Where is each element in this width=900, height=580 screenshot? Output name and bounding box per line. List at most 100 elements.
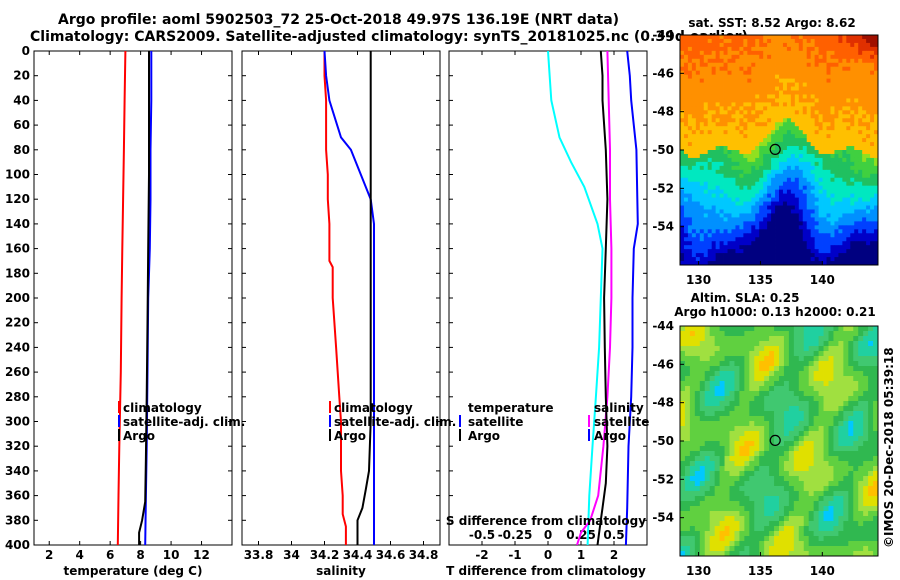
sla-cell: [774, 476, 780, 482]
sst-cell: [818, 38, 823, 44]
sst-cell: [680, 146, 685, 151]
sst-cell: [842, 46, 847, 52]
sst-cell: [699, 106, 705, 111]
sst-cell: [850, 98, 855, 103]
sla-cell: [813, 366, 819, 372]
sla-cell: [828, 546, 834, 552]
sst-cell: [727, 50, 732, 56]
sst-cell: [771, 205, 776, 210]
sst-cell: [798, 173, 804, 179]
sst-cell: [782, 237, 788, 242]
sst-cell: [767, 35, 772, 40]
sla-cell: [689, 431, 696, 437]
sst-cell: [874, 201, 878, 206]
sla-cell: [744, 326, 750, 332]
sla-cell: [788, 336, 795, 342]
sst-cell: [731, 118, 736, 123]
sla-cell: [699, 371, 706, 377]
sla-cell: [818, 451, 824, 457]
sst-cell: [794, 74, 800, 80]
sst-cell: [870, 193, 875, 198]
sla-cell: [729, 416, 735, 422]
sla-cell: [833, 351, 839, 357]
sla-cell: [833, 516, 839, 522]
sla-cell: [813, 541, 819, 547]
sst-cell: [854, 90, 859, 95]
sst-cell: [680, 102, 685, 107]
sla-cell: [848, 536, 854, 542]
sst-cell: [806, 86, 812, 91]
sla-cell: [694, 451, 701, 457]
sla-cell: [823, 351, 829, 357]
sla-cell: [783, 441, 790, 447]
sst-cell: [719, 229, 724, 234]
sst-cell: [786, 122, 792, 127]
sst-cell: [826, 217, 831, 222]
sst-cell: [854, 201, 859, 206]
sst-cell: [683, 189, 689, 195]
sla-cell: [818, 516, 824, 522]
sst-cell: [739, 35, 744, 40]
sst-cell: [775, 249, 780, 254]
sst-cell: [703, 237, 709, 242]
sst-cell: [814, 253, 819, 258]
sla-cell: [788, 496, 795, 502]
sst-cell: [747, 74, 752, 80]
sla-cell: [808, 521, 815, 527]
sla-cell: [813, 461, 819, 467]
sst-cell: [683, 209, 689, 214]
sst-cell: [782, 157, 788, 163]
sla-cell: [803, 396, 810, 402]
sst-cell: [703, 142, 709, 147]
sla-cell: [853, 471, 859, 477]
sst-cell: [874, 249, 878, 254]
sst-cell: [830, 173, 835, 179]
sst-cell: [810, 74, 816, 80]
sst-cell: [691, 54, 697, 60]
sla-cell: [788, 396, 795, 402]
sla-cell: [704, 361, 711, 367]
sla-cell: [774, 361, 780, 367]
sst-cell: [695, 245, 701, 250]
sst-cell: [822, 106, 827, 111]
sla-cell: [779, 346, 785, 352]
sla-cell: [858, 501, 864, 507]
sla-cell: [873, 366, 878, 372]
sst-cell: [735, 122, 740, 127]
sla-cell: [729, 536, 735, 542]
sst-cell: [846, 102, 851, 107]
sst-cell: [683, 118, 689, 123]
sst-cell: [846, 245, 851, 250]
sst-cell: [739, 122, 744, 127]
sst-cell: [691, 82, 697, 87]
sst-cell: [790, 249, 796, 254]
sst-cell: [755, 35, 760, 40]
sst-cell: [850, 257, 855, 262]
sst-cell: [834, 70, 839, 76]
sla-cell: [793, 486, 800, 492]
sla-cell: [843, 521, 849, 527]
sst-cell: [775, 78, 780, 83]
sla-cell: [793, 466, 800, 472]
sla-cell: [858, 381, 864, 387]
sst-cell: [707, 98, 713, 103]
sst-cell: [834, 217, 839, 222]
sla-cell: [798, 446, 805, 452]
sst-cell: [834, 213, 839, 218]
sla-cell: [803, 526, 810, 532]
sla-cell: [848, 326, 854, 332]
sla-cell: [783, 481, 790, 487]
sst-cell: [802, 201, 808, 206]
sla-cell: [719, 361, 725, 367]
sst-cell: [699, 138, 705, 143]
sla-cell: [749, 451, 755, 457]
sla-cell: [739, 476, 745, 482]
sst-cell: [703, 197, 709, 202]
sla-cell: [803, 491, 810, 497]
sst-cell: [703, 138, 709, 143]
sst-cell: [683, 82, 689, 87]
sla-cell: [680, 341, 686, 347]
sla-cell: [774, 536, 780, 542]
sst-cell: [786, 241, 792, 246]
sla-cell: [828, 366, 834, 372]
